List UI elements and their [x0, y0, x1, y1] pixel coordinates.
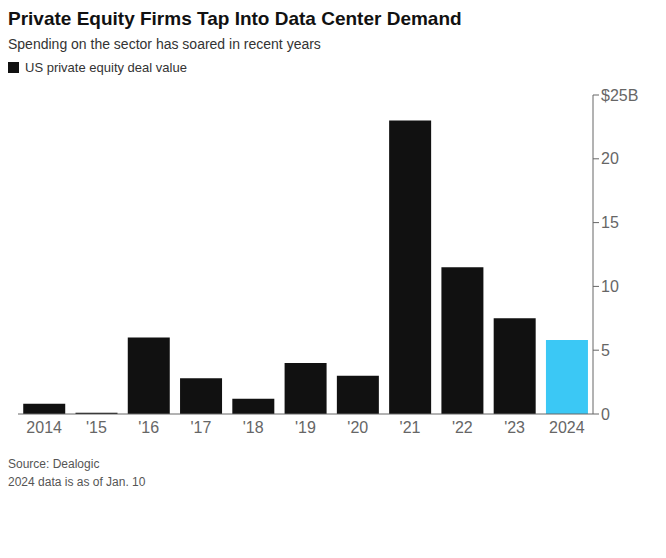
html-text:Private Equity Firms Tap Into: Private Equity Firms Tap Into Data Cente…: [8, 8, 462, 29]
html-text:Spending on the sector has soa: Spending on the sector has soared in rec…: [8, 36, 321, 52]
svg-text:'17: '17: [191, 419, 212, 436]
svg-text:20: 20: [601, 150, 619, 167]
svg-text:5: 5: [601, 342, 610, 359]
svg-text:'21: '21: [400, 419, 421, 436]
svg-text:'19: '19: [295, 419, 316, 436]
svg-text:'22: '22: [452, 419, 473, 436]
svg-text:'16: '16: [138, 419, 159, 436]
svg-text:15: 15: [601, 214, 619, 231]
html-text:Source: Dealogic: Source: Dealogic: [8, 457, 100, 471]
svg-text:'20: '20: [347, 419, 368, 436]
html-text:US private equity deal value: US private equity deal value: [25, 60, 187, 75]
svg-text:'15: '15: [86, 419, 107, 436]
svg-text:2024: 2024: [549, 419, 585, 436]
svg-text:0: 0: [601, 406, 610, 423]
svg-text:2014: 2014: [26, 419, 62, 436]
svg-text:'23: '23: [504, 419, 525, 436]
svg-text:10: 10: [601, 278, 619, 295]
html-text:2024 data is as of Jan. 10: 2024 data is as of Jan. 10: [8, 475, 146, 489]
svg-text:$25B: $25B: [601, 87, 638, 104]
svg-text:'18: '18: [243, 419, 264, 436]
